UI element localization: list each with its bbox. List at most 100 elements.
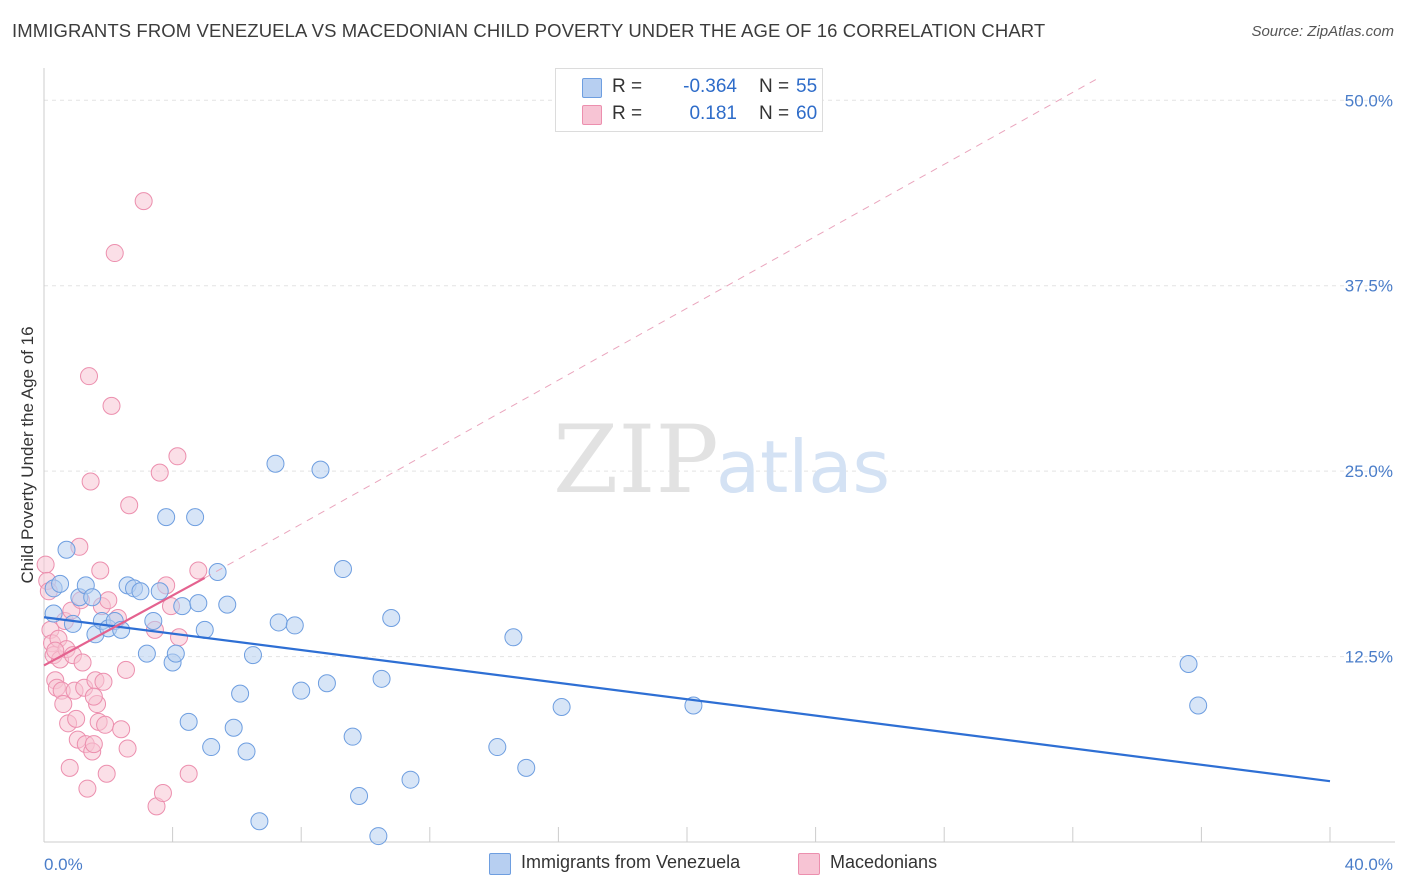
- macedonians-point-11: [54, 695, 73, 714]
- y-tick-label-3: 50.0%: [1345, 91, 1393, 110]
- r-label: R =: [612, 76, 643, 97]
- venezuela-point-18: [157, 508, 176, 527]
- venezuela-point-47: [488, 738, 507, 757]
- trend-lines: [43, 77, 1331, 783]
- venezuela-point-15: [137, 644, 156, 663]
- n-value: 60: [796, 103, 818, 124]
- venezuela-point-17: [150, 582, 169, 601]
- macedonians-point-26: [78, 779, 97, 798]
- macedonians-point-54: [168, 447, 187, 466]
- macedonians-point-46: [120, 496, 139, 515]
- venezuela-point-14: [131, 582, 150, 601]
- venezuela-points: [44, 454, 1208, 846]
- trend-line-venezuela: [43, 616, 1331, 783]
- legend-swatch-macedonians: [798, 853, 820, 875]
- venezuela-point-6: [83, 588, 102, 607]
- venezuela-point-44: [372, 669, 391, 688]
- venezuela-point-49: [517, 758, 536, 777]
- venezuela-point-31: [237, 742, 256, 761]
- macedonians-point-57: [189, 561, 208, 580]
- axes: [43, 68, 1395, 843]
- venezuela-point-33: [250, 812, 269, 831]
- r-value: -0.364: [683, 76, 737, 97]
- x-tick-label-0: 0.0%: [44, 855, 83, 874]
- venezuela-point-45: [382, 608, 401, 627]
- macedonians-point-58: [84, 687, 103, 706]
- source-credit: Source: ZipAtlas.com: [1251, 23, 1394, 40]
- venezuela-point-16: [144, 611, 163, 630]
- venezuela-point-46: [401, 770, 420, 789]
- n-value: 55: [796, 76, 818, 97]
- venezuela-point-37: [292, 681, 311, 700]
- macedonians-point-19: [67, 709, 86, 728]
- r-value: 0.181: [689, 103, 737, 124]
- macedonians-point-51: [153, 784, 172, 803]
- stats-box: R = -0.364 N = 55 R = 0.181 N = 60: [555, 68, 823, 132]
- grid-lines: [44, 99, 1395, 658]
- venezuela-point-26: [202, 738, 221, 757]
- swatch-macedonians: [582, 105, 602, 125]
- macedonians-point-0: [36, 555, 55, 574]
- venezuela-point-41: [343, 727, 362, 746]
- macedonians-point-30: [84, 735, 103, 754]
- venezuela-point-23: [186, 508, 205, 527]
- y-tick-label-1: 25.0%: [1345, 462, 1393, 481]
- macedonians-point-47: [134, 192, 153, 211]
- venezuela-point-35: [269, 613, 288, 632]
- macedonians-point-28: [81, 472, 100, 491]
- macedonians-point-50: [150, 463, 169, 482]
- venezuela-point-28: [218, 595, 237, 614]
- macedonians-point-23: [73, 653, 92, 672]
- venezuela-point-3: [63, 614, 82, 633]
- venezuela-point-48: [504, 628, 523, 647]
- watermark-atlas: atlas: [716, 425, 890, 509]
- n-label: N =: [759, 103, 790, 124]
- macedonians-point-15: [60, 758, 79, 777]
- venezuela-point-38: [311, 460, 330, 479]
- y-axis-title: Child Poverty Under the Age of 16: [18, 326, 37, 583]
- venezuela-point-29: [224, 718, 243, 737]
- legend-label-venezuela: Immigrants from Venezuela: [521, 852, 741, 872]
- macedonians-point-43: [112, 720, 131, 739]
- venezuela-point-22: [179, 712, 198, 731]
- y-tick-label-2: 37.5%: [1345, 277, 1393, 296]
- macedonians-point-34: [91, 561, 110, 580]
- r-label: R =: [612, 103, 643, 124]
- macedonians-point-41: [105, 244, 124, 263]
- venezuela-point-25: [195, 620, 214, 639]
- watermark: ZIP atlas: [553, 406, 890, 515]
- macedonians-point-36: [94, 672, 113, 691]
- y-tick-label-0: 12.5%: [1345, 648, 1393, 667]
- trend-line-macedonians: [43, 576, 206, 667]
- venezuela-point-42: [350, 787, 369, 806]
- venezuela-point-43: [369, 827, 388, 846]
- venezuela-point-32: [243, 646, 262, 665]
- legend-label-macedonians: Macedonians: [830, 852, 938, 872]
- macedonians-point-55: [170, 628, 189, 647]
- watermark-zip: ZIP: [553, 406, 719, 515]
- venezuela-point-20: [166, 644, 185, 663]
- venezuela-point-53: [1189, 696, 1208, 715]
- macedonians-point-40: [102, 396, 121, 415]
- macedonians-point-45: [118, 739, 137, 758]
- x-tick-label-1: 40.0%: [1345, 855, 1393, 874]
- macedonians-point-27: [80, 367, 99, 386]
- macedonians-point-44: [116, 660, 135, 679]
- n-label: N =: [759, 76, 790, 97]
- legend-swatch-venezuela: [489, 853, 511, 875]
- macedonians-point-39: [99, 591, 118, 610]
- venezuela-point-54: [51, 574, 70, 593]
- swatch-venezuela: [582, 78, 602, 98]
- venezuela-point-50: [552, 698, 571, 717]
- venezuela-point-52: [1179, 654, 1198, 673]
- macedonians-point-56: [179, 764, 198, 783]
- venezuela-point-40: [333, 560, 352, 579]
- venezuela-point-21: [173, 597, 192, 616]
- tick-labels: 12.5% 25.0% 37.5% 50.0% 0.0% 40.0%: [44, 91, 1393, 874]
- macedonians-point-38: [97, 764, 116, 783]
- venezuela-point-24: [189, 594, 208, 613]
- chart-title: IMMIGRANTS FROM VENEZUELA VS MACEDONIAN …: [12, 20, 1046, 41]
- venezuela-point-39: [317, 674, 336, 693]
- venezuela-point-34: [266, 454, 285, 473]
